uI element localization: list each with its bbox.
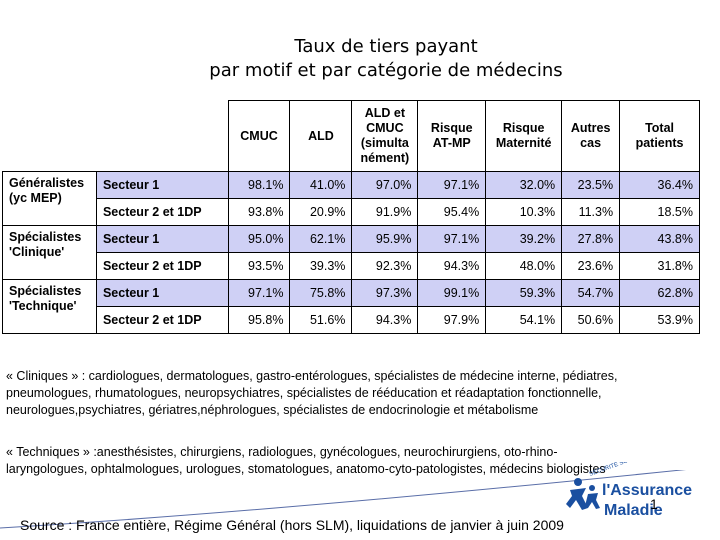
value-cell: 36.4% — [619, 171, 700, 199]
value-cell: 62.8% — [619, 279, 700, 307]
category-cell: Spécialistes 'Clinique' — [2, 225, 97, 280]
title-line-1: Taux de tiers payant — [294, 36, 478, 57]
value-cell: 20.9% — [289, 198, 353, 226]
table-row: Généralistes (yc MEP) Secteur 1 98.1% 41.… — [2, 171, 700, 226]
sector-cell: Secteur 1 — [95, 279, 229, 307]
logo-text-assurance: l'Assurance — [602, 482, 693, 499]
value-cell: 62.1% — [289, 225, 353, 253]
value-cell: 93.5% — [227, 252, 291, 280]
sector-cell: Secteur 1 — [95, 225, 229, 253]
table-row: Secteur 2 et 1DP 93.8% 20.9% 91.9% 95.4%… — [3, 198, 700, 226]
category-cell: Spécialistes 'Technique' — [2, 279, 97, 334]
note-cliniques: « Cliniques » : cardiologues, dermatolog… — [6, 369, 618, 417]
value-cell: 31.8% — [619, 252, 700, 280]
value-cell: 54.1% — [485, 306, 563, 334]
sector-cell: Secteur 2 et 1DP — [95, 198, 229, 226]
value-cell: 18.5% — [619, 198, 700, 226]
assurance-maladie-logo-icon: SÉCURITÉ SOCIALE — [566, 462, 645, 510]
table-row: Secteur 2 et 1DP 93.5% 39.3% 92.3% 94.3%… — [3, 252, 700, 280]
svg-text:SÉCURITÉ SOCIALE: SÉCURITÉ SOCIALE — [588, 462, 645, 478]
value-cell: 93.8% — [227, 198, 291, 226]
value-cell: 54.7% — [561, 279, 621, 307]
value-cell: 97.0% — [351, 171, 419, 199]
value-cell: 95.0% — [227, 225, 291, 253]
value-cell: 97.9% — [417, 306, 487, 334]
value-cell: 39.2% — [485, 225, 563, 253]
value-cell: 27.8% — [561, 225, 621, 253]
value-cell: 99.1% — [417, 279, 487, 307]
category-cell: Généralistes (yc MEP) — [2, 171, 97, 226]
value-cell: 11.3% — [561, 198, 621, 226]
value-cell: 98.1% — [227, 171, 291, 199]
note-techniques: « Techniques » :anesthésistes, chirurgie… — [6, 445, 606, 476]
value-cell: 51.6% — [289, 306, 353, 334]
header-cmuc: CMUC — [227, 100, 291, 172]
value-cell: 41.0% — [289, 171, 353, 199]
tiers-payant-table: CMUC ALD ALD et CMUC (simulta nément) Ri… — [2, 100, 700, 334]
value-cell: 39.3% — [289, 252, 353, 280]
header-autres: Autres cas — [561, 100, 621, 172]
header-total: Total patients — [619, 100, 700, 172]
value-cell: 43.8% — [619, 225, 700, 253]
sector-cell: Secteur 2 et 1DP — [95, 306, 229, 334]
value-cell: 48.0% — [485, 252, 563, 280]
value-cell: 97.3% — [351, 279, 419, 307]
value-cell: 97.1% — [227, 279, 291, 307]
sector-cell: Secteur 2 et 1DP — [95, 252, 229, 280]
value-cell: 59.3% — [485, 279, 563, 307]
value-cell: 10.3% — [485, 198, 563, 226]
header-atmp: Risque AT-MP — [417, 100, 487, 172]
value-cell: 94.3% — [417, 252, 487, 280]
value-cell: 23.6% — [561, 252, 621, 280]
value-cell: 32.0% — [485, 171, 563, 199]
sector-cell: Secteur 1 — [95, 171, 229, 199]
value-cell: 50.6% — [561, 306, 621, 334]
source-note: Source : France entière, Régime Général … — [20, 517, 564, 533]
header-blank — [2, 100, 229, 172]
table-row: Secteur 2 et 1DP 95.8% 51.6% 94.3% 97.9%… — [3, 306, 700, 334]
value-cell: 91.9% — [351, 198, 419, 226]
page-number: 1 — [650, 496, 658, 512]
table-row: Spécialistes 'Clinique' Secteur 1 95.0% 6… — [2, 225, 700, 280]
value-cell: 97.1% — [417, 171, 487, 199]
header-ald-cmuc: ALD et CMUC (simulta nément) — [351, 100, 419, 172]
header-maternite: Risque Maternité — [485, 100, 563, 172]
title-line-2: par motif et par catégorie de médecins — [209, 60, 563, 81]
value-cell: 95.9% — [351, 225, 419, 253]
header-ald: ALD — [289, 100, 353, 172]
value-cell: 23.5% — [561, 171, 621, 199]
value-cell: 75.8% — [289, 279, 353, 307]
value-cell: 92.3% — [351, 252, 419, 280]
logo-text-maladie: Maladie — [604, 502, 663, 519]
value-cell: 94.3% — [351, 306, 419, 334]
value-cell: 95.4% — [417, 198, 487, 226]
table-row: Spécialistes 'Technique' Secteur 1 97.1% … — [2, 279, 700, 334]
value-cell: 97.1% — [417, 225, 487, 253]
value-cell: 95.8% — [227, 306, 291, 334]
header-row: CMUC ALD ALD et CMUC (simulta nément) Ri… — [2, 100, 700, 172]
value-cell: 53.9% — [619, 306, 700, 334]
